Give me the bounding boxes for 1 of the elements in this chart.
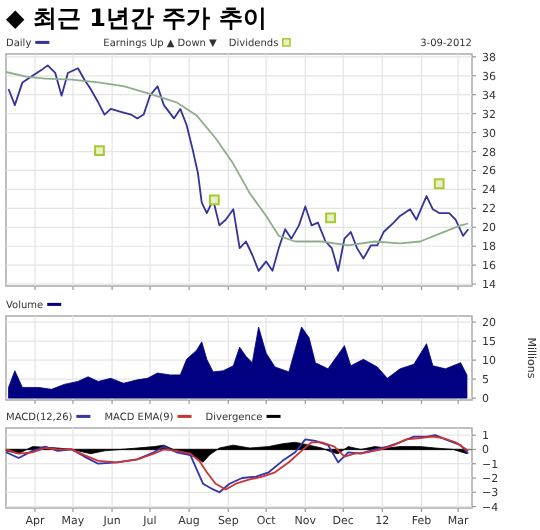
chart-title: ◆ 최근 1년간 주가 추이 [6,4,267,32]
